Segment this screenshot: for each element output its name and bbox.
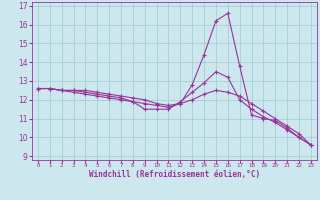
X-axis label: Windchill (Refroidissement éolien,°C): Windchill (Refroidissement éolien,°C) xyxy=(89,170,260,179)
